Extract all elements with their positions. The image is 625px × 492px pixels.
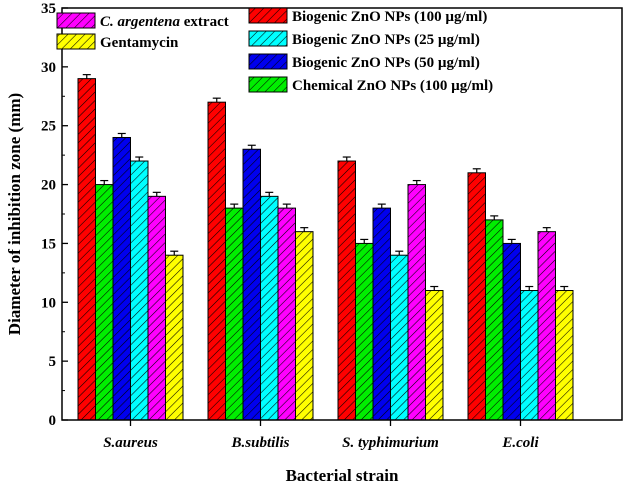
x-axis-label: Bacterial strain xyxy=(286,466,399,485)
legend: C. argentena extract Gentamycin Biogenic Z… xyxy=(56,7,493,94)
bar-hatch xyxy=(468,172,486,420)
legend-label: Gentamycin xyxy=(100,35,179,51)
x-tick-label: S.aureus xyxy=(103,435,158,451)
legend-label: Chemical ZnO NPs (100 µg/ml) xyxy=(292,78,493,94)
bar-hatch xyxy=(95,184,113,420)
y-tick-label: 35 xyxy=(41,1,56,17)
y-axis-label: Diameter of inhibition zone (mm) xyxy=(5,93,24,335)
y-tick-label: 0 xyxy=(49,413,57,429)
bar-hatch xyxy=(503,243,521,420)
bar-hatch xyxy=(555,290,573,420)
legend-swatch-hatch xyxy=(57,13,95,28)
bar-hatch xyxy=(278,208,296,420)
bar-hatch xyxy=(355,243,373,420)
x-tick-label: S. typhimurium xyxy=(342,435,439,451)
x-tick-label: E.coli xyxy=(501,435,539,451)
legend-swatch-hatch xyxy=(249,31,287,46)
bar-hatch xyxy=(538,231,556,420)
bar-hatch xyxy=(78,78,96,420)
legend-swatch-hatch xyxy=(249,77,287,92)
bar-hatch xyxy=(338,161,356,420)
bar-hatch xyxy=(520,290,538,420)
bar-hatch xyxy=(225,208,243,420)
axes-layer: S.aureus B.subtilis S. typhimurium E.coli 0 5… xyxy=(41,1,623,451)
bar-hatch xyxy=(485,219,503,420)
legend-label: C. argentena extract xyxy=(100,14,229,30)
bar-hatch xyxy=(373,208,391,420)
bar-hatch xyxy=(390,255,408,420)
y-tick-label: 20 xyxy=(41,178,56,194)
legend-swatch-hatch xyxy=(249,54,287,69)
legend-label: Biogenic ZnO NPs (100 µg/ml) xyxy=(292,9,487,25)
legend-label: Biogenic ZnO NPs (25 µg/ml) xyxy=(292,32,480,48)
y-tick-label: 15 xyxy=(41,236,56,252)
bar-hatch xyxy=(425,290,443,420)
y-tick-label: 5 xyxy=(49,354,57,370)
bar-hatch xyxy=(130,161,148,420)
y-tick-label: 10 xyxy=(41,295,56,311)
y-tick-label: 30 xyxy=(41,60,56,76)
bar-hatch xyxy=(408,184,426,420)
legend-label: Biogenic ZnO NPs (50 µg/ml) xyxy=(292,55,480,71)
legend-swatch-hatch xyxy=(249,8,287,23)
legend-swatch-hatch xyxy=(57,34,95,49)
bar-hatch xyxy=(165,255,183,420)
y-tick-label: 25 xyxy=(41,119,56,135)
bars-layer xyxy=(77,74,574,421)
bar-hatch xyxy=(295,231,313,420)
bar-hatch xyxy=(260,196,278,420)
bar-hatch xyxy=(208,102,226,421)
bar-hatch xyxy=(113,137,131,420)
bar-hatch xyxy=(243,149,261,420)
bar-hatch xyxy=(148,196,166,420)
x-tick-label: B.subtilis xyxy=(231,435,290,451)
